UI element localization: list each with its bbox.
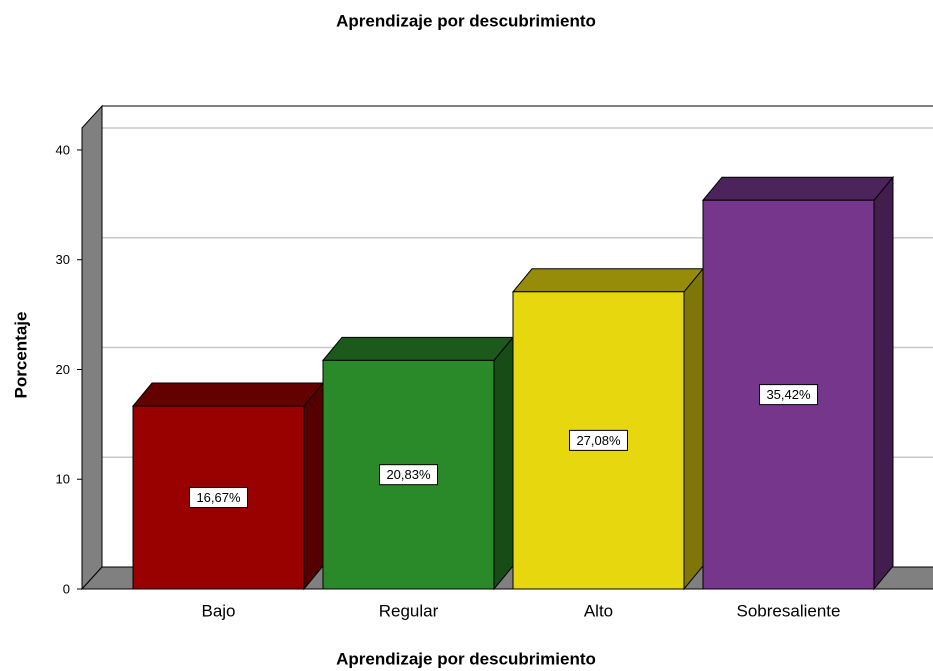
bar-side <box>493 335 514 591</box>
bar <box>322 359 495 590</box>
y-tick-label: 20 <box>56 362 70 377</box>
bar-top <box>131 382 325 407</box>
x-axis-label: Aprendizaje por descubrimiento <box>336 649 596 668</box>
bar-top <box>321 336 515 361</box>
x-tick-label: Sobresaliente <box>737 601 841 620</box>
value-label: 20,83% <box>386 467 431 482</box>
bar-side <box>873 175 894 591</box>
y-tick-label: 10 <box>56 472 70 487</box>
value-label-box <box>759 384 818 406</box>
y-tick-label: 40 <box>56 142 70 157</box>
bar-top <box>511 268 705 293</box>
value-label: 27,08% <box>576 433 621 448</box>
value-label-box <box>379 464 438 486</box>
y-tick-label: 0 <box>63 581 70 596</box>
bar-top <box>701 176 895 201</box>
y-axis-label: Porcentaje <box>11 312 30 399</box>
value-label: 16,67% <box>196 490 241 505</box>
value-label-box <box>189 487 248 509</box>
x-tick-label: Regular <box>379 601 439 620</box>
y-tick-label: 30 <box>56 252 70 267</box>
value-label: 35,42% <box>766 387 811 402</box>
bar-side <box>303 381 324 591</box>
left-wall <box>81 104 103 591</box>
x-tick-label: Bajo <box>201 601 235 620</box>
x-tick-label: Alto <box>584 601 613 620</box>
bar-side <box>683 267 704 591</box>
value-label-box <box>569 429 628 451</box>
chart-title: Aprendizaje por descubrimiento <box>336 11 596 30</box>
